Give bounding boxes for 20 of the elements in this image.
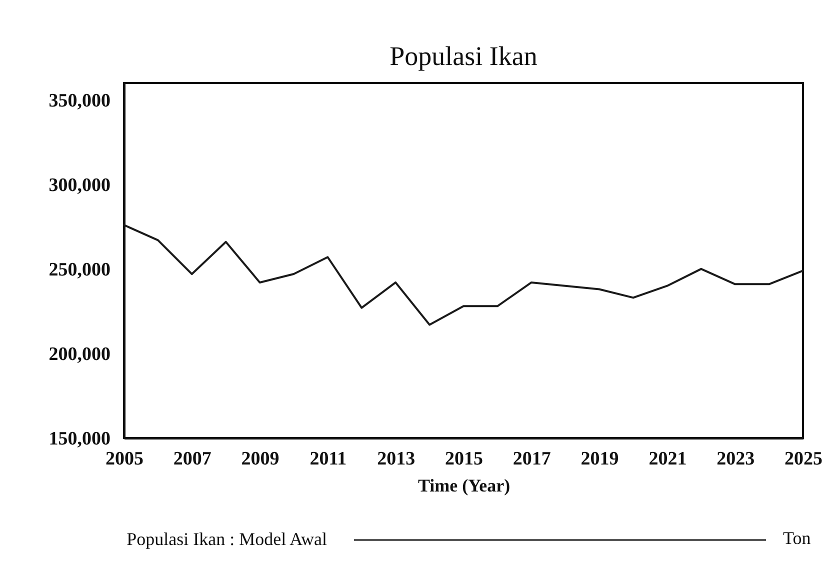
y-tick-label: 200,000 [48, 344, 110, 365]
x-tick-label: 2021 [648, 448, 687, 470]
x-tick-label: 2009 [241, 448, 280, 470]
y-tick-label: 300,000 [48, 174, 110, 196]
text: Ton [783, 528, 811, 548]
y-tick-label: 250,000 [48, 259, 110, 280]
x-tick-label: 2013 [377, 448, 416, 470]
x-tick-label: 2025 [784, 448, 822, 470]
x-tick-label: 2017 [512, 448, 552, 470]
x-tick-label: 2005 [106, 448, 144, 470]
x-tick-label: 2011 [310, 448, 347, 470]
x-tick-label: 2023 [716, 448, 755, 470]
y-tick-label: 150,000 [48, 428, 110, 450]
text: Populasi Ikan : Model Awal [126, 529, 327, 549]
chart-title: Populasi Ikan [390, 41, 538, 71]
x-tick-label: 2007 [173, 448, 212, 470]
x-axis-title: Time (Year) [418, 476, 510, 496]
y-tick-label: 350,000 [48, 90, 110, 112]
x-tick-label: 2019 [580, 448, 619, 470]
x-tick-label: 2015 [445, 448, 483, 470]
